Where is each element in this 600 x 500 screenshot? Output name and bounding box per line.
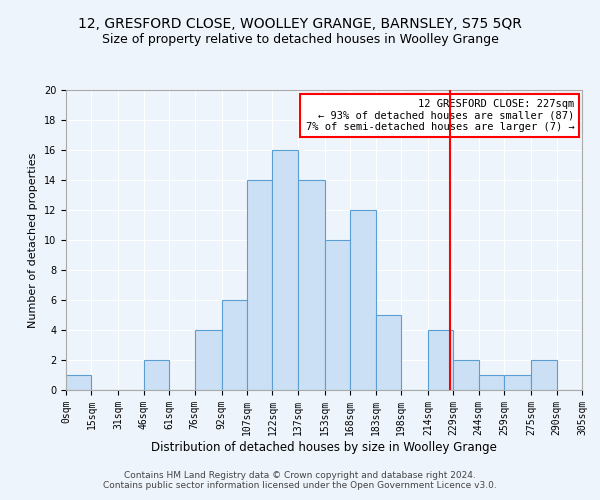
Bar (221, 300, 247, 390)
X-axis label: Distribution of detached houses by size in Woolley Grange: Distribution of detached houses by size … (151, 440, 497, 454)
Text: 12, GRESFORD CLOSE, WOOLLEY GRANGE, BARNSLEY, S75 5QR: 12, GRESFORD CLOSE, WOOLLEY GRANGE, BARN… (78, 18, 522, 32)
Bar (454, 360, 479, 390)
Bar (144, 360, 169, 390)
Text: Size of property relative to detached houses in Woolley Grange: Size of property relative to detached ho… (101, 32, 499, 46)
Bar (350, 210, 376, 390)
Bar (479, 375, 504, 390)
Bar (66, 375, 91, 390)
Bar (247, 180, 272, 390)
Bar (504, 375, 531, 390)
Bar (325, 240, 350, 390)
Text: 12 GRESFORD CLOSE: 227sqm
← 93% of detached houses are smaller (87)
7% of semi-d: 12 GRESFORD CLOSE: 227sqm ← 93% of detac… (305, 99, 574, 132)
Bar (531, 360, 557, 390)
Text: Contains HM Land Registry data © Crown copyright and database right 2024.
Contai: Contains HM Land Registry data © Crown c… (103, 470, 497, 490)
Bar (428, 330, 454, 390)
Bar (194, 330, 221, 390)
Y-axis label: Number of detached properties: Number of detached properties (28, 152, 38, 328)
Bar (272, 150, 298, 390)
Bar (376, 315, 401, 390)
Bar (298, 180, 325, 390)
